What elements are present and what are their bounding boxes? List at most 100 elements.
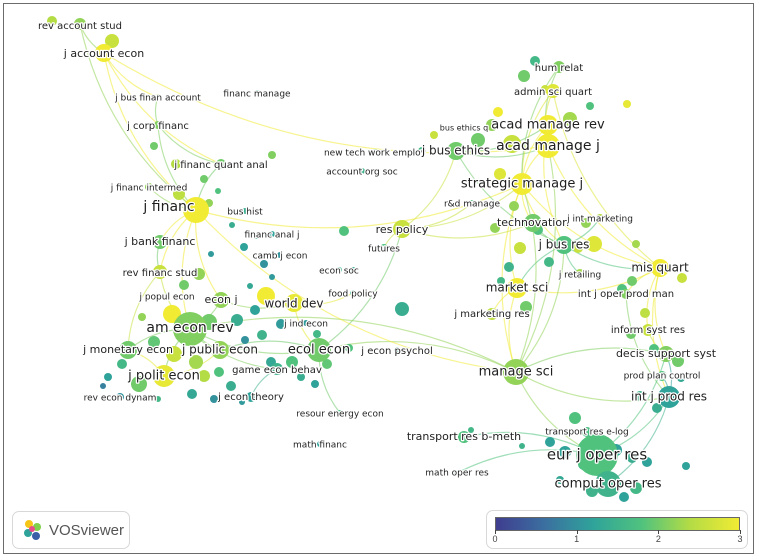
journal-node-ecol-econ[interactable] — [307, 338, 331, 362]
journal-node-unlabeled-5[interactable] — [215, 188, 221, 194]
journal-node-unlabeled-16[interactable] — [231, 314, 243, 326]
journal-node-market-sci[interactable] — [507, 278, 527, 298]
journal-label-j-int-marketing[interactable]: j int marketing — [565, 213, 634, 226]
journal-node-unlabeled-93[interactable] — [682, 462, 690, 470]
journal-label-bus-hist[interactable]: bus hist — [226, 206, 264, 219]
journal-label-j-financ-intermed[interactable]: j financ intermed — [108, 182, 188, 195]
journal-label-account-org-soc[interactable]: account org soc — [325, 166, 399, 179]
journal-node-unlabeled-46[interactable] — [239, 399, 245, 405]
journal-label-rev-financ-stud[interactable]: rev financ stud — [121, 267, 198, 281]
journal-node-financ-anal-j[interactable] — [269, 231, 275, 237]
journal-node-unlabeled-48[interactable] — [260, 260, 268, 268]
journal-node-unlabeled-72[interactable] — [504, 262, 514, 272]
journal-node-unlabeled-68[interactable] — [544, 257, 554, 267]
journal-node-unlabeled-29[interactable] — [104, 373, 112, 381]
journal-node-j-public-econ[interactable] — [211, 341, 229, 359]
journal-node-unlabeled-37[interactable] — [322, 359, 332, 369]
journal-node-unlabeled-17[interactable] — [276, 319, 286, 329]
journal-node-unlabeled-92[interactable] — [642, 457, 652, 467]
journal-label-decis-support-syst[interactable]: decis support syst — [615, 346, 718, 362]
journal-node-eur-j-oper-res[interactable] — [576, 434, 618, 476]
journal-node-j-bus-res[interactable] — [555, 236, 573, 254]
journal-label-j-financ-quant-anal[interactable]: j financ quant anal — [172, 159, 269, 173]
journal-node-unlabeled-19[interactable] — [241, 336, 249, 344]
journal-node-unlabeled-73[interactable] — [497, 277, 505, 285]
journal-node-hum-relat[interactable] — [553, 61, 565, 73]
journal-node-unlabeled-66[interactable] — [514, 242, 526, 254]
journal-node-unlabeled-82[interactable] — [672, 355, 684, 367]
journal-node-unlabeled-63[interactable] — [494, 168, 506, 180]
journal-label-ecol-econ[interactable]: ecol econ — [287, 341, 352, 359]
journal-node-new-tech-work-employ[interactable] — [372, 149, 378, 155]
journal-node-bus-ethics-q[interactable] — [461, 125, 467, 131]
journal-label-j-bus-res[interactable]: j bus res — [536, 236, 590, 253]
journal-node-unlabeled-32[interactable] — [226, 381, 236, 391]
network-map[interactable]: rev account stud j account econ j bus fina… — [4, 4, 754, 554]
journal-node-unlabeled-74[interactable] — [520, 301, 532, 313]
journal-node-unlabeled-86[interactable] — [569, 412, 581, 424]
journal-label-j-bus-ethics[interactable]: j bus ethics — [420, 142, 492, 159]
journal-node-unlabeled-15[interactable] — [250, 305, 260, 315]
journal-node-unlabeled-59[interactable] — [563, 112, 577, 126]
journal-node-unlabeled-53[interactable] — [471, 133, 485, 147]
journal-node-unlabeled-35[interactable] — [297, 373, 305, 381]
journal-node-unlabeled-12[interactable] — [193, 268, 205, 280]
journal-node-unlabeled-23[interactable] — [138, 313, 146, 321]
journal-node-unlabeled-36[interactable] — [311, 380, 319, 388]
journal-node-unlabeled-31[interactable] — [214, 367, 224, 377]
journal-node-unlabeled-25[interactable] — [189, 355, 203, 369]
journal-node-account-org-soc[interactable] — [359, 168, 365, 174]
journal-node-unlabeled-50[interactable] — [269, 274, 275, 280]
journal-node-unlabeled-65[interactable] — [490, 223, 500, 233]
journal-node-transport-res-e-log[interactable] — [582, 427, 592, 437]
journal-node-unlabeled-33[interactable] — [286, 356, 298, 368]
journal-node-admin-sci-quart[interactable] — [546, 84, 560, 98]
journal-node-unlabeled-70[interactable] — [586, 236, 602, 252]
journal-node-math-financ[interactable] — [317, 441, 323, 447]
journal-label-j-econ-theory[interactable]: j econ theory — [216, 391, 285, 405]
journal-node-unlabeled-42[interactable] — [350, 267, 356, 273]
journal-label-j-monetary-econ[interactable]: j monetary econ — [81, 342, 174, 358]
journal-node-am-econ-rev[interactable] — [173, 312, 207, 346]
journal-label-am-econ-rev[interactable]: am econ rev — [145, 319, 235, 338]
journal-node-econ-soc[interactable] — [336, 267, 342, 273]
journal-node-financ-manage[interactable] — [254, 90, 260, 96]
journal-label-comput-oper-res[interactable]: comput oper res — [553, 475, 663, 493]
journal-node-unlabeled-94[interactable] — [586, 485, 598, 497]
journal-node-unlabeled-91[interactable] — [627, 453, 637, 463]
journal-node-acad-manage-rev[interactable] — [538, 115, 558, 135]
journal-label-technovation[interactable]: technovation — [496, 215, 571, 231]
journal-node-unlabeled-10[interactable] — [253, 233, 259, 239]
journal-node-rev-econ-dynam[interactable] — [116, 393, 124, 401]
visualization-canvas[interactable]: rev account stud j account econ j bus fina… — [3, 3, 754, 554]
journal-label-j-marketing-res[interactable]: j marketing res — [452, 308, 531, 322]
journal-label-hum-relat[interactable]: hum relat — [534, 62, 585, 76]
journal-node-unlabeled-78[interactable] — [677, 273, 687, 283]
journal-node-unlabeled-54[interactable] — [486, 119, 498, 131]
journal-label-world-dev[interactable]: world dev — [263, 295, 324, 312]
journal-label-j-popul-econ[interactable]: j popul econ — [137, 291, 196, 304]
journal-label-inform-syst-res[interactable]: inform syst res — [610, 324, 687, 338]
journal-node-j-monetary-econ[interactable] — [119, 341, 137, 359]
journal-node-unlabeled-51[interactable] — [418, 147, 426, 155]
journal-label-financ-anal-j[interactable]: financ anal j — [243, 229, 301, 242]
journal-label-futures[interactable]: futures — [367, 243, 402, 256]
journal-node-unlabeled-95[interactable] — [619, 492, 629, 502]
journal-node-unlabeled-49[interactable] — [247, 283, 253, 289]
vosviewer-logo[interactable]: VOSviewer — [12, 511, 130, 549]
journal-node-j-account-econ[interactable] — [95, 44, 113, 62]
journal-node-unlabeled-75[interactable] — [632, 240, 640, 248]
journal-node-j-int-marketing[interactable] — [596, 214, 604, 222]
journal-node-camb-j-econ[interactable] — [277, 252, 283, 258]
journal-label-randd-manage[interactable]: r&d manage — [443, 198, 502, 211]
journal-node-unlabeled-9[interactable] — [240, 243, 248, 251]
journal-node-rev-account-stud[interactable] — [74, 18, 86, 30]
journal-node-unlabeled-14[interactable] — [257, 287, 275, 305]
journal-node-randd-manage[interactable] — [469, 200, 475, 206]
journal-node-unlabeled-30[interactable] — [100, 383, 106, 389]
journal-node-unlabeled-2[interactable] — [150, 142, 158, 150]
journal-node-manage-sci[interactable] — [503, 359, 529, 385]
journal-node-rev-financ-stud[interactable] — [153, 265, 167, 279]
journal-label-prod-plan-control[interactable]: prod plan control — [622, 370, 701, 383]
journal-label-econ-j[interactable]: econ j — [203, 292, 239, 308]
